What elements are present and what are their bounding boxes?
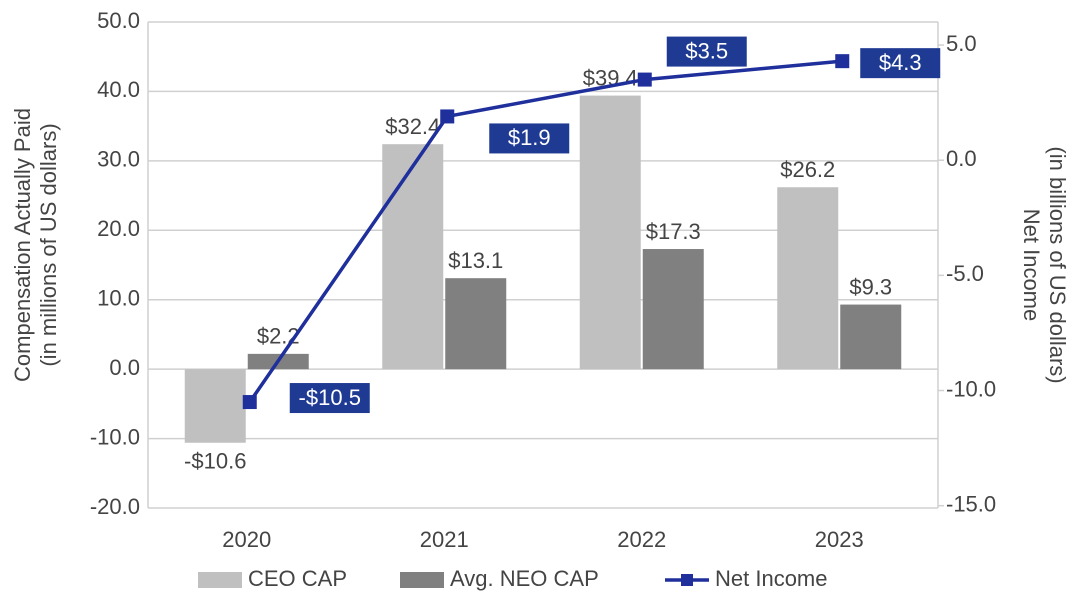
marker [242,395,257,410]
line-value-label: $1.9 [508,125,551,150]
marker [835,54,850,69]
y-tick-label: 40.0 [97,77,140,102]
y-tick-label: 10.0 [97,286,140,311]
value-label-box [666,36,747,67]
legend-label: CEO CAP [248,566,347,591]
bar-value-label: $32.4 [385,114,440,139]
bar [382,144,444,370]
y-tick-label: -10.0 [90,424,140,449]
marker [637,72,652,87]
legend-swatch [400,572,444,588]
x-tick-label: 2021 [420,527,469,552]
bar [184,369,246,443]
bar-value-label: $26.2 [780,157,835,182]
line-value-label: $4.3 [879,50,922,75]
bar-value-label: $17.3 [646,219,701,244]
line [248,59,843,404]
x-tick-label: 2020 [222,527,271,552]
y2-tick-label: 0.0 [946,146,977,171]
line-value-label: -$10.5 [299,385,361,410]
legend-swatch [681,574,693,586]
bar [777,187,839,370]
bar [445,278,507,370]
line-value-label: $3.5 [685,38,728,63]
y-tick-label: 0.0 [109,355,140,380]
bar [840,304,902,370]
y2-axis-title: Net Income [1019,209,1044,322]
bar-value-label: $13.1 [448,248,503,273]
y2-tick-label: -5.0 [946,261,984,286]
y-tick-label: 30.0 [97,147,140,172]
bar [642,249,704,370]
x-tick-label: 2022 [617,527,666,552]
y-axis-title: (in millions of US dollars) [36,123,61,366]
bar-value-label: $9.3 [849,274,892,299]
legend-swatch [198,572,242,588]
y2-axis-title: (in billions of US dollars) [1045,146,1070,383]
marker [440,109,455,124]
y-axis-title: Compensation Actually Paid [10,108,35,382]
y2-tick-label: 5.0 [946,31,977,56]
y2-tick-label: -10.0 [946,376,996,401]
y-tick-label: 50.0 [97,8,140,33]
y2-tick-label: -15.0 [946,492,996,517]
value-label-box [860,48,941,79]
bar-value-label: -$10.6 [184,449,246,474]
y-tick-label: -20.0 [90,494,140,519]
legend-label: Avg. NEO CAP [450,566,599,591]
legend-label: Net Income [715,566,828,591]
value-label-box [489,123,570,154]
value-label-box [289,383,370,414]
bar [579,95,641,370]
bar-value-label: $2.2 [257,324,300,349]
x-tick-label: 2023 [815,527,864,552]
y-tick-label: 20.0 [97,216,140,241]
